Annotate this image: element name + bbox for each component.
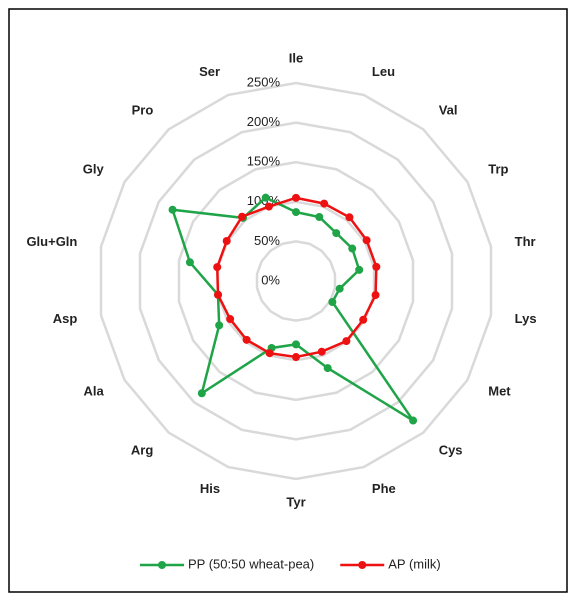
series-marker: [315, 212, 324, 221]
series-marker: [214, 290, 223, 299]
category-label: Pro: [132, 102, 154, 117]
series-marker: [409, 416, 418, 425]
series-marker: [168, 205, 177, 214]
series-marker: [371, 291, 380, 300]
grid-ring: [99, 81, 493, 481]
series-marker: [345, 213, 354, 222]
series-marker: [362, 236, 371, 245]
category-label: Ile: [289, 50, 303, 65]
series-marker: [335, 284, 344, 293]
category-label: Tyr: [286, 494, 305, 509]
series-marker: [213, 263, 222, 272]
series-marker: [261, 193, 270, 202]
category-label: His: [200, 481, 220, 496]
series-marker: [197, 389, 206, 398]
y-tick-label: 0%: [261, 272, 280, 287]
category-label: Trp: [488, 161, 508, 176]
y-tick-label: 150%: [247, 154, 281, 169]
legend-marker: [158, 561, 166, 569]
y-tick-label: 250%: [247, 74, 281, 89]
series-marker: [292, 193, 300, 202]
category-label: Val: [439, 102, 458, 117]
series-marker: [226, 315, 235, 324]
series-marker: [342, 337, 351, 346]
series-marker: [323, 364, 332, 373]
grid-ring: [255, 240, 337, 322]
category-label: Gly: [83, 161, 105, 176]
series-marker: [185, 258, 194, 267]
category-label: Ser: [199, 64, 220, 79]
series-marker: [292, 208, 300, 217]
legend-label: PP (50:50 wheat-pea): [188, 556, 314, 571]
series-marker: [238, 212, 247, 221]
category-label: Phe: [372, 481, 396, 496]
category-label: Met: [488, 383, 511, 398]
series-marker: [242, 335, 251, 344]
series-marker: [348, 244, 357, 253]
series-marker: [355, 265, 364, 274]
series-marker: [332, 229, 341, 238]
series-marker: [215, 321, 224, 330]
category-label: Glu+Gln: [26, 234, 77, 249]
category-label: Ala: [84, 383, 105, 398]
legend-marker: [358, 561, 367, 569]
y-tick-label: 50%: [254, 233, 280, 248]
category-label: Asp: [53, 311, 78, 326]
series-marker: [292, 353, 300, 362]
series-marker: [292, 340, 300, 349]
series-marker: [222, 237, 231, 246]
category-label: Lys: [515, 311, 537, 326]
series-marker: [317, 347, 326, 356]
series-marker: [328, 297, 337, 306]
series-marker: [320, 199, 329, 208]
grid-ring: [177, 160, 415, 402]
legend-label: AP (milk): [388, 556, 440, 571]
series-marker: [359, 315, 368, 324]
category-label: Arg: [131, 442, 153, 457]
category-label: Leu: [372, 64, 395, 79]
category-label: Thr: [515, 234, 536, 249]
series-marker: [265, 349, 274, 358]
category-label: Cys: [439, 442, 463, 457]
series-marker: [264, 202, 273, 211]
y-tick-label: 200%: [247, 114, 281, 129]
series-marker: [372, 262, 381, 271]
grid-ring: [138, 121, 454, 441]
